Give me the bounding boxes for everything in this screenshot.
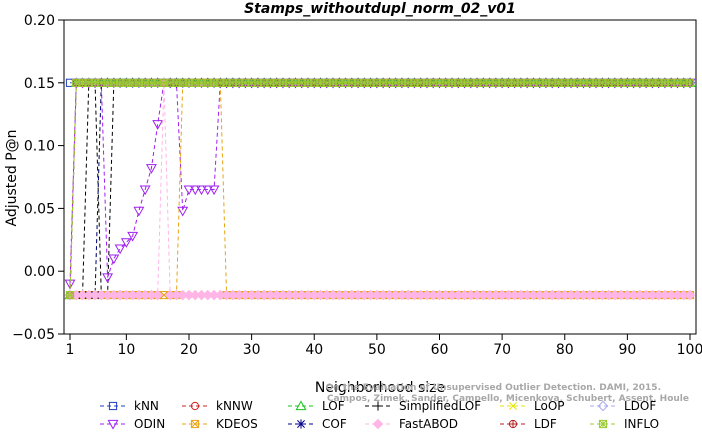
x-tick-label: 30 <box>243 342 261 358</box>
legend-label-ldf: LDF <box>534 417 557 431</box>
x-tick-label: 80 <box>556 342 574 358</box>
plot-frame <box>63 19 697 335</box>
y-tick-label: 0.15 <box>24 76 55 92</box>
legend-label-ldof: LDOF <box>624 399 656 413</box>
data-point-odin <box>133 206 145 217</box>
legend-label-knnw: kNNW <box>216 399 253 413</box>
x-tick-label: 60 <box>431 342 449 358</box>
series-ldf <box>65 78 695 300</box>
citation-watermark: Campos, Zimek, Sander, Campello, Micenko… <box>326 383 689 404</box>
legend-marker-inflo <box>598 419 608 429</box>
legend-label-simplifiedlof: SimplifiedLOF <box>399 399 481 413</box>
series-odin <box>64 78 696 290</box>
data-point-odin <box>145 164 157 174</box>
data-point-odin <box>102 273 114 284</box>
y-tick-label: 0.20 <box>24 13 55 29</box>
legend-marker-odin <box>107 419 119 430</box>
legend-marker-kdeos <box>190 419 200 429</box>
watermark-authors: Campos, Zimek, Sander, Campello, Micenko… <box>327 394 689 404</box>
legend-label-fastabod: FastABOD <box>399 417 458 431</box>
y-tick-label: 0.00 <box>24 264 55 280</box>
x-tick-label: 10 <box>117 342 135 358</box>
chart-title: Stamps_withoutdupl_norm_02_v01 <box>244 1 516 17</box>
legend-label-inflo: INFLO <box>624 417 659 431</box>
legend-item-fastabod: FastABOD <box>365 417 458 431</box>
legend-label-knn: kNN <box>134 399 159 413</box>
x-axis-label: Neighborhood size <box>315 380 445 396</box>
x-tick-label: 1 <box>66 342 75 358</box>
legend-item-odin: ODIN <box>100 417 165 431</box>
data-point-odin <box>152 120 164 130</box>
series-loop <box>66 78 694 300</box>
data-point-odin <box>139 185 151 196</box>
legend-marker-ldof <box>597 400 609 412</box>
x-tick-label: 90 <box>618 342 636 358</box>
y-axis-label: Adjusted P@n <box>4 129 20 226</box>
legend-item-kdeos: KDEOS <box>182 417 258 431</box>
data-point-odin <box>183 185 195 196</box>
legend-marker-knn <box>108 401 118 411</box>
data-point-odin <box>196 185 207 196</box>
data-point-fastabod <box>684 289 696 301</box>
watermark-citation: On the Evaluation of Unsupervised Outlie… <box>326 383 661 393</box>
legend-item-loop: LoOP <box>500 399 565 413</box>
legend-label-lof: LOF <box>322 399 345 413</box>
series-fastabod <box>64 77 696 301</box>
legend-marker-cof <box>296 419 306 429</box>
legend-item-simplifiedlof: SimplifiedLOF <box>365 399 481 413</box>
data-point-odin <box>120 238 132 248</box>
data-point-odin <box>114 244 126 255</box>
axes: 1 10 20 30 40 50 60 70 80 90 100 −0.05 0.00 0.05 0.10 0… <box>12 13 702 358</box>
legend-item-inflo: INFLO <box>590 417 659 431</box>
data-point-odin <box>189 185 201 196</box>
series-knnw <box>65 78 695 300</box>
data-point-fastabod <box>152 289 163 301</box>
legend-item-knnw: kNNW <box>182 399 253 413</box>
legend: kNN kNNW LOF SimplifiedLOF LoOP LDOF ODIN KDEOS… <box>100 399 659 431</box>
legend-marker-simplifiedlof <box>373 401 383 411</box>
x-tick-label: 50 <box>368 342 386 358</box>
data-point-inflo <box>65 290 75 300</box>
data-point-odin <box>127 231 139 242</box>
data-point-odin <box>108 254 120 265</box>
legend-marker-ldf-cross <box>509 420 517 428</box>
legend-label-kdeos: KDEOS <box>216 417 258 431</box>
legend-label-loop: LoOP <box>534 399 565 413</box>
x-tick-label: 20 <box>180 342 198 358</box>
legend-marker-lof <box>295 400 307 411</box>
data-point-odin <box>202 185 214 196</box>
legend-item-knn: kNN <box>100 399 159 413</box>
plot-area <box>64 77 696 301</box>
data-point-inflo <box>685 78 695 87</box>
y-tick-label: 0.10 <box>24 139 55 155</box>
legend-item-lof: LOF <box>288 399 345 413</box>
x-tick-label: 70 <box>493 342 511 358</box>
data-point-odin <box>177 206 189 217</box>
x-tick-label: 40 <box>305 342 323 358</box>
legend-item-cof: COF <box>288 417 347 431</box>
legend-marker-loop <box>509 402 517 410</box>
y-tick-label: 0.05 <box>24 201 55 217</box>
data-point-odin <box>208 185 220 196</box>
legend-item-ldof: LDOF <box>590 399 656 413</box>
series-kdeos <box>65 78 695 300</box>
legend-label-cof: COF <box>322 417 347 431</box>
y-tick-label: −0.05 <box>12 327 55 343</box>
legend-marker-knnw <box>190 401 200 411</box>
series-inflo <box>65 78 695 300</box>
series-line-fastabod <box>70 82 690 296</box>
legend-marker-fastabod <box>372 418 384 430</box>
legend-label-odin: ODIN <box>134 417 165 431</box>
x-tick-label: 100 <box>677 342 702 358</box>
legend-item-ldf: LDF <box>500 417 557 431</box>
